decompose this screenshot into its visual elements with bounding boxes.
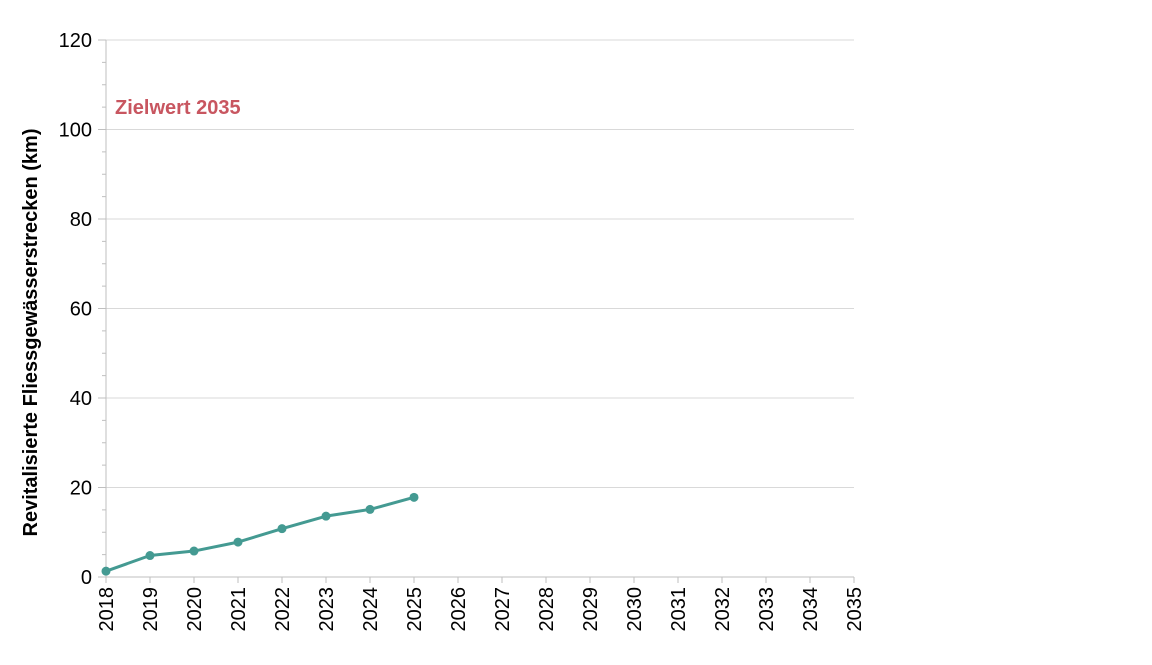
y-tick-label-120: 120 <box>59 30 92 52</box>
y-tick-label-40: 40 <box>70 388 92 410</box>
data-point-2021 <box>233 537 243 547</box>
data-point-2025 <box>409 492 419 502</box>
y-axis-title: Revitalisierte Fliessgewässerstrecken (k… <box>20 129 42 537</box>
data-point-2022 <box>277 524 287 534</box>
x-tick-label-2027: 2027 <box>492 587 514 632</box>
x-tick-label-2026: 2026 <box>448 587 470 632</box>
x-tick-label-2029: 2029 <box>580 587 602 632</box>
y-tick-label-20: 20 <box>70 478 92 500</box>
x-tick-label-2018: 2018 <box>96 587 118 632</box>
annotation-target-label: Zielwert 2035 <box>115 97 241 119</box>
x-tick-label-2035: 2035 <box>844 587 866 632</box>
x-tick-label-2019: 2019 <box>140 587 162 632</box>
x-tick-label-2023: 2023 <box>316 587 338 632</box>
x-tick-label-2031: 2031 <box>668 587 690 632</box>
data-point-2023 <box>321 511 331 521</box>
x-tick-label-2025: 2025 <box>404 587 426 632</box>
series-line-0 <box>104 495 416 573</box>
series <box>101 492 419 576</box>
x-tick-label-2021: 2021 <box>228 587 250 632</box>
x-tick-label-2028: 2028 <box>536 587 558 632</box>
gridlines <box>106 39 854 488</box>
data-point-2018 <box>101 566 111 576</box>
y-tick-label-60: 60 <box>70 299 92 321</box>
x-tick-label-2034: 2034 <box>800 587 822 632</box>
axes <box>98 39 855 583</box>
y-tick-label-0: 0 <box>81 567 92 589</box>
x-tick-label-2024: 2024 <box>360 587 382 632</box>
x-tick-label-2033: 2033 <box>756 587 778 632</box>
x-tick-label-2032: 2032 <box>712 587 734 632</box>
data-point-2020 <box>189 546 199 556</box>
x-tick-label-2022: 2022 <box>272 587 294 632</box>
data-point-2019 <box>145 551 155 561</box>
x-tick-label-2020: 2020 <box>184 587 206 632</box>
y-tick-label-100: 100 <box>59 120 92 142</box>
y-tick-label-80: 80 <box>70 209 92 231</box>
x-tick-label-2030: 2030 <box>624 587 646 632</box>
data-point-2024 <box>365 504 375 514</box>
labels: 0 20 40 60 80 100 120 2018 2019 2020 2021 2022 2023 2… <box>59 30 866 632</box>
